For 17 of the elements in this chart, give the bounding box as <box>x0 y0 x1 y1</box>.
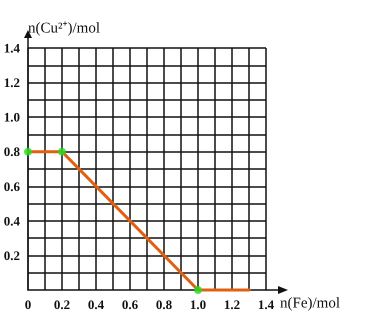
y-tick-label: 0.2 <box>4 248 20 263</box>
y-tick-label: 1.0 <box>4 110 20 125</box>
x-tick-label: 1.4 <box>258 297 275 312</box>
y-tick-label: 0.6 <box>4 178 20 194</box>
y-tick-label: 1.2 <box>4 75 20 90</box>
y-tick-label: 1.4 <box>4 40 20 56</box>
y-axis-title: n(Cu²⁺)/mol <box>28 20 100 36</box>
x-tick-label: 0.4 <box>88 297 105 312</box>
x-tick-label: 1.2 <box>224 297 240 312</box>
x-tick-label: 0.8 <box>156 297 173 312</box>
x-tick-label: 1.0 <box>190 297 206 312</box>
x-tick-label: 0.6 <box>122 297 139 312</box>
y-tick-label: 0.4 <box>4 213 20 228</box>
y-tick-label: 0.8 <box>4 144 20 160</box>
x-tick-label: 0 <box>24 297 32 312</box>
x-tick-label: 0.2 <box>54 297 70 312</box>
x-axis-title: n(Fe)/mol <box>280 296 340 312</box>
